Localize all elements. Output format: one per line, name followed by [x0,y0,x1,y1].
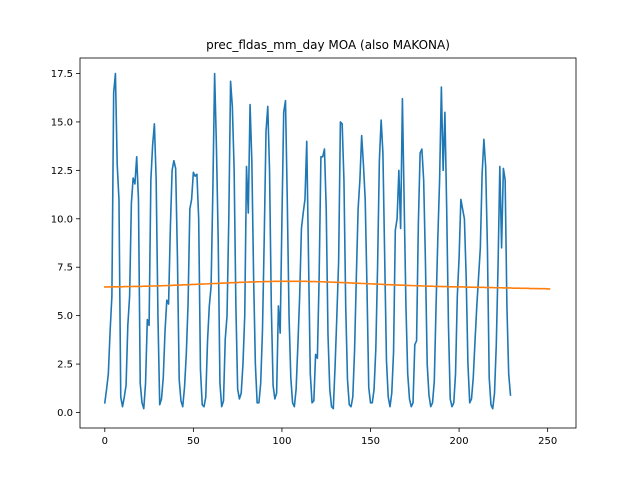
y-tick-label: 5.0 [57,311,73,322]
x-axis: 0 50 100 150 200 250 [102,428,557,447]
y-tick-label: 2.5 [57,360,73,371]
y-tick-label: 17.5 [51,69,73,80]
y-tick-label: 10.0 [51,214,73,225]
y-tick-label: 0.0 [57,408,73,419]
x-tick-label: 150 [361,436,380,447]
x-tick-label: 100 [272,436,291,447]
y-tick-label: 15.0 [51,117,73,128]
x-tick-label: 200 [450,436,469,447]
series-line-0 [103,72,512,410]
x-tick-label: 0 [102,436,108,447]
y-tick-label: 7.5 [57,263,73,274]
plot-area [103,72,551,410]
x-tick-label: 50 [187,436,200,447]
x-tick-label: 250 [538,436,557,447]
chart-title: prec_fldas_mm_day MOA (also MAKONA) [206,38,450,52]
axes-frame [79,57,577,429]
y-axis: 0.0 2.5 5.0 7.5 10.0 12.5 15.0 17.5 [51,69,80,419]
y-tick-label: 12.5 [51,166,73,177]
series-line-1 [104,280,551,290]
